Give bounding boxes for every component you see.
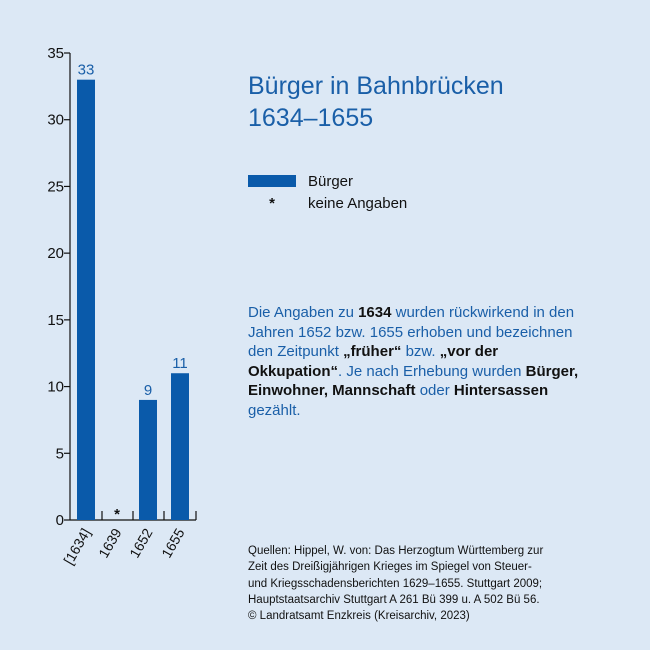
note-bold: 1634 [358, 304, 392, 321]
missing-data-marker: * [114, 506, 120, 523]
legend-missing-symbol: * [269, 194, 275, 212]
sources-line: und Kriegsschadensberichten 1629–1655. S… [248, 577, 543, 590]
y-tick-label: 35 [47, 45, 64, 62]
x-tick-label: 1655 [158, 525, 188, 560]
y-tick-label: 30 [47, 112, 64, 129]
legend-missing-label: keine Angaben [308, 194, 408, 212]
chart-title-line-1: Bürger in Bahnbrücken [248, 72, 504, 100]
data-label: 11 [172, 355, 188, 372]
explanatory-note: Die Angaben zu 1634 wurden rückwirkend i… [248, 303, 593, 421]
note-text: . Je nach Erhebung wurden [338, 362, 526, 380]
x-tick-label: 1639 [95, 525, 125, 560]
sources-line: Quellen: Hippel, W. von: Das Herzogtum W… [248, 545, 544, 557]
note-bold: „früher“ [343, 343, 402, 361]
sources-line: © Landratsamt Enzkreis (Kreisarchiv, 202… [248, 610, 470, 623]
note-text: gezählt. [248, 401, 301, 419]
note-text: oder [415, 382, 454, 400]
chart-title-line-2: 1634–1655 [248, 104, 374, 132]
x-tick-label: 1652 [126, 525, 156, 560]
y-tick-label: 0 [56, 512, 64, 529]
y-tick-label: 25 [47, 178, 64, 195]
data-label: 33 [78, 62, 95, 79]
legend-swatch [248, 175, 296, 187]
note-text: Die Angaben zu [248, 304, 359, 321]
chart-title: Bürger in Bahnbrücken 1634–1655 [248, 70, 504, 134]
y-tick-label: 15 [47, 312, 64, 329]
note-text: wurden rückwirkend in den Jahren 1652 bz… [248, 304, 575, 361]
y-tick-label: 20 [47, 245, 64, 262]
y-tick-label: 10 [47, 379, 64, 396]
bar [171, 373, 189, 520]
sources-line: Hauptstaatsarchiv Stuttgart A 261 Bü 399… [248, 593, 540, 606]
y-tick-label: 5 [56, 445, 64, 462]
note-bold: „vor der Okkupation“ [248, 343, 499, 380]
note-bold: Bürger, Einwohner, Mannschaft [248, 362, 579, 400]
legend-series-label: Bürger [308, 172, 354, 190]
legend: Bürger * keine Angaben [248, 170, 407, 214]
note-text: bzw. [401, 343, 440, 361]
sources-line: Zeit des Dreißigjährigen Krieges im Spie… [248, 561, 532, 574]
bar [139, 399, 157, 520]
sources-note: Quellen: Hippel, W. von: Das Herzogtum W… [248, 543, 593, 624]
note-bold: Hintersassen [453, 382, 549, 400]
legend-item-missing: * keine Angaben [248, 192, 407, 214]
bar [77, 79, 95, 520]
legend-item-series: Bürger [248, 170, 407, 192]
data-label: 9 [144, 382, 152, 399]
x-tick-label: [1634] [60, 526, 93, 568]
